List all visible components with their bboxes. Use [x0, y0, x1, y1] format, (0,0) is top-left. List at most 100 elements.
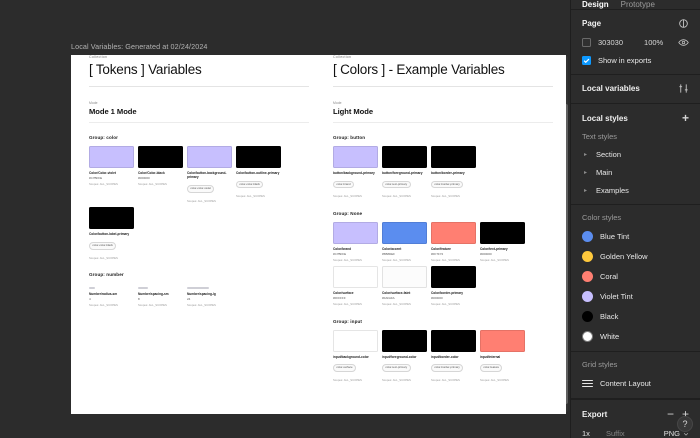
- color-swatch[interactable]: [89, 207, 134, 230]
- export-format-select[interactable]: PNG: [664, 429, 689, 438]
- color-swatch[interactable]: [431, 266, 476, 289]
- token-scopes: Scopes: ALL_SCOPES: [431, 257, 460, 262]
- token-item[interactable]: Color/feature #FF7F72 Scopes: ALL_SCOPES: [431, 221, 476, 262]
- page-settings-icon[interactable]: [678, 18, 689, 29]
- token-item[interactable]: Color/Color-black #000000 Scopes: ALL_SCOP…: [138, 146, 183, 203]
- color-style-row[interactable]: Black: [582, 311, 689, 322]
- token-item[interactable]: button/background-primary color-brand Scop…: [333, 146, 378, 199]
- canvas-scrollbar-thumb[interactable]: [564, 104, 568, 404]
- token-name: Color/surface-faint: [382, 291, 411, 296]
- tab-design[interactable]: Design: [582, 0, 609, 9]
- text-style-row[interactable]: ▸ Main: [582, 168, 689, 177]
- canvas-scrollbar[interactable]: [564, 56, 568, 412]
- help-button[interactable]: ?: [677, 416, 693, 432]
- token-value: #000000: [480, 251, 492, 256]
- frame-label[interactable]: Local Variables: Generated at 02/24/2024: [71, 42, 208, 51]
- color-style-name: Black: [600, 312, 619, 321]
- page-background-swatch[interactable]: [582, 38, 591, 47]
- export-format-value: PNG: [663, 429, 680, 438]
- color-swatch[interactable]: [187, 146, 232, 168]
- token-item[interactable]: button/border-primary color-border-primar…: [431, 146, 476, 199]
- color-swatch[interactable]: [431, 146, 476, 168]
- token-item[interactable]: Number/radius-sm 4 Scopes: ALL_SCOPES: [89, 283, 134, 307]
- color-swatch[interactable]: [480, 221, 525, 244]
- show-in-exports-row[interactable]: Show in exports: [582, 56, 689, 65]
- token-value: #FF7F72: [431, 251, 444, 256]
- color-style-row[interactable]: Violet Tint: [582, 291, 689, 302]
- local-variables-section[interactable]: Local variables: [571, 75, 700, 104]
- chevron-right-icon[interactable]: ▸: [583, 151, 587, 158]
- token-name: Color/button-background-primary: [187, 171, 227, 180]
- color-style-row[interactable]: Blue Tint: [582, 231, 689, 242]
- chevron-right-icon[interactable]: ▸: [583, 169, 587, 176]
- token-alias-pill: color-text-primary: [382, 364, 411, 372]
- token-item[interactable]: button/foreground-primary color-text-prim…: [382, 146, 427, 199]
- token-item[interactable]: Color/button-outline-primary color-color-…: [236, 146, 281, 203]
- color-style-row[interactable]: Golden Yellow: [582, 251, 689, 262]
- token-alias-pill: color-feature: [480, 364, 503, 372]
- token-item[interactable]: Color/border-primary #000000 Scopes: ALL_S…: [431, 266, 476, 306]
- page-background-hex[interactable]: 303030: [598, 38, 624, 47]
- color-swatch[interactable]: [333, 266, 378, 289]
- color-style-row[interactable]: Coral: [582, 271, 689, 282]
- color-swatch[interactable]: [480, 329, 525, 352]
- token-item[interactable]: Color/surface #FFFFFF Scopes: ALL_SCOPES: [333, 266, 378, 306]
- token-item[interactable]: Number/spacing-sm 8 Scopes: ALL_SCOPES: [138, 283, 183, 307]
- text-style-row[interactable]: ▸ Examples: [582, 186, 689, 195]
- token-item[interactable]: Color/text-primary #000000 Scopes: ALL_SCO…: [480, 221, 525, 262]
- color-swatch[interactable]: [236, 146, 281, 168]
- color-style-swatch-icon: [582, 251, 593, 262]
- mode-title: Mode 1 Mode: [89, 107, 309, 123]
- page-background-opacity[interactable]: 100%: [644, 38, 664, 47]
- show-in-exports-checkbox[interactable]: [582, 56, 591, 65]
- token-item[interactable]: Number/spacing-lg 24 Scopes: ALL_SCOPES: [187, 283, 232, 307]
- token-item[interactable]: Color/surface-faint #FAFAFA Scopes: ALL_SC…: [382, 266, 427, 306]
- token-item[interactable]: input/foreground-color color-text-primary…: [382, 329, 427, 383]
- text-style-row[interactable]: ▸ Section: [582, 150, 689, 159]
- color-swatch[interactable]: [382, 221, 427, 244]
- chevron-right-icon[interactable]: ▸: [583, 187, 587, 194]
- token-name: Number/radius-sm: [89, 292, 118, 297]
- token-item[interactable]: input/internal color-feature Scopes: ALL_S…: [480, 329, 525, 383]
- token-item[interactable]: Color/brand #C7BFFE Scopes: ALL_SCOPES: [333, 221, 378, 262]
- color-swatch[interactable]: [431, 221, 476, 244]
- color-style-row[interactable]: White: [582, 331, 689, 342]
- color-swatch[interactable]: [333, 146, 378, 168]
- eye-icon[interactable]: [678, 37, 689, 48]
- color-swatch[interactable]: [382, 329, 427, 352]
- token-item[interactable]: input/background-color color-surface Scope…: [333, 329, 378, 383]
- local-variables-header[interactable]: Local variables: [582, 83, 689, 94]
- color-swatch[interactable]: [382, 146, 427, 168]
- color-style-swatch-icon: [582, 291, 593, 302]
- token-scopes: Scopes: ALL_SCOPES: [480, 377, 509, 382]
- token-item[interactable]: Color/button-background-primary color-col…: [187, 146, 232, 203]
- canvas-area[interactable]: Local Variables: Generated at 02/24/2024…: [0, 0, 570, 438]
- color-swatch[interactable]: [89, 146, 134, 168]
- token-scopes: Scopes: ALL_SCOPES: [187, 302, 216, 307]
- add-style-icon[interactable]: +: [681, 111, 689, 125]
- token-name: input/background-color: [333, 354, 369, 359]
- color-styles-list: Blue Tint Golden Yellow Coral Violet Tint Bl…: [582, 231, 689, 342]
- design-board[interactable]: Collection [ Tokens ] Variables Mode Mode 1…: [71, 55, 566, 414]
- number-token-bar: [138, 283, 183, 290]
- color-swatch[interactable]: [138, 146, 183, 168]
- export-settings-row: 1x Suffix PNG: [582, 429, 689, 438]
- remove-export-icon[interactable]: −: [666, 407, 674, 421]
- color-swatch[interactable]: [382, 266, 427, 289]
- token-scopes: Scopes: ALL_SCOPES: [382, 257, 411, 262]
- token-item[interactable]: Color/accent #5B8DEF Scopes: ALL_SCOPES: [382, 221, 427, 262]
- color-swatch[interactable]: [431, 329, 476, 352]
- color-swatch[interactable]: [333, 221, 378, 244]
- grid-style-row[interactable]: Content Layout: [582, 378, 689, 389]
- tab-prototype[interactable]: Prototype: [620, 0, 655, 9]
- token-item[interactable]: Color/Color-violet #C7BFFE Scopes: ALL_SCO…: [89, 146, 134, 203]
- export-scale[interactable]: 1x: [582, 429, 590, 438]
- token-item[interactable]: Color/button-label-primary color-color-bl…: [89, 207, 134, 260]
- page-background-row[interactable]: 303030 100%: [582, 37, 689, 48]
- sliders-icon[interactable]: [678, 83, 689, 94]
- token-scopes: Scopes: ALL_SCOPES: [382, 377, 411, 382]
- token-item[interactable]: input/border-color color-border-primary Sc…: [431, 329, 476, 383]
- add-export-icon[interactable]: +: [681, 407, 689, 421]
- export-suffix-input[interactable]: Suffix: [606, 429, 625, 438]
- color-swatch[interactable]: [333, 329, 378, 352]
